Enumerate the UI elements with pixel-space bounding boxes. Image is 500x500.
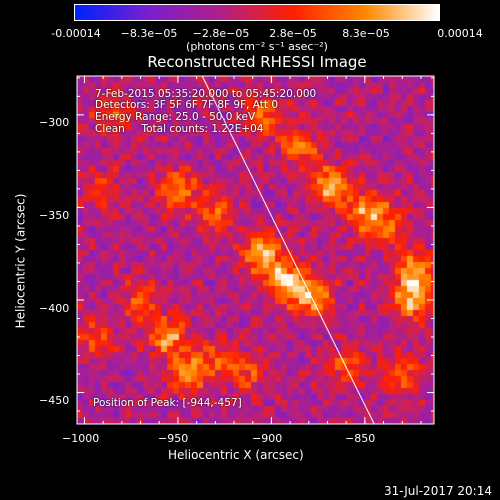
x-tick-label: −950 (158, 432, 189, 445)
colorbar-unit-label: (photons cm⁻² s⁻¹ asec⁻²) (186, 40, 328, 53)
info-energy-range: Energy Range: 25.0 - 50.0 keV (95, 111, 256, 123)
x-axis-label: Heliocentric X (arcsec) (168, 448, 304, 462)
colorbar-tick-label: 0.00014 (437, 27, 483, 40)
colorbar-tick-label: 2.8e−05 (269, 27, 317, 40)
peak-position-label: Position of Peak: [-944,-457] (93, 397, 242, 409)
x-tick-label: −1000 (62, 432, 100, 445)
y-tick-label: −350 (39, 209, 70, 222)
x-tick-label: −850 (345, 432, 376, 445)
colorbar-tick-label: −8.3e−05 (120, 27, 178, 40)
info-clean-counts: Clean Total counts: 1.22E+04 (95, 123, 264, 135)
colorbar-tick-label: -0.00014 (51, 27, 101, 40)
y-tick-label: −450 (39, 394, 70, 407)
y-tick-label: −300 (39, 116, 70, 129)
chart-title: Reconstructed RHESSI Image (147, 53, 367, 71)
colorbar (74, 4, 440, 21)
colorbar-tick-label: 8.3e−05 (342, 27, 390, 40)
y-tick-label: −400 (39, 302, 70, 315)
footer-date: 31-Jul-2017 20:14 (383, 484, 492, 498)
info-detectors: Detectors: 3F 5F 6F 7F 8F 9F, Att 0 (95, 99, 279, 111)
colorbar-tick-label: −2.8e−05 (192, 27, 250, 40)
info-time-range: 7-Feb-2015 05:35:20.000 to 05:45:20.000 (95, 88, 317, 100)
x-tick-label: −900 (252, 432, 283, 445)
y-axis-label: Heliocentric Y (arcsec) (13, 193, 28, 329)
